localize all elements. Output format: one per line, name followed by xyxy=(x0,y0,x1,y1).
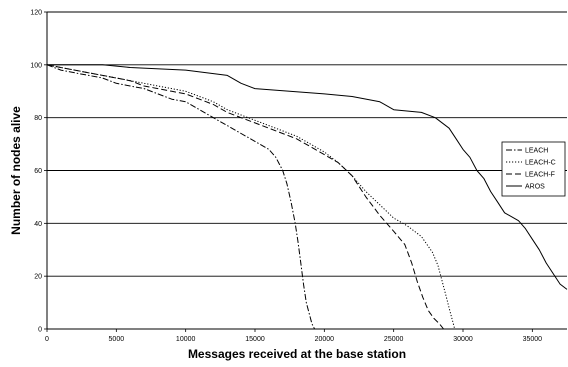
x-tick-label: 15000 xyxy=(245,336,265,343)
x-tick-label: 35000 xyxy=(523,336,543,343)
legend: LEACH LEACH-C LEACH-F AROS xyxy=(501,141,566,197)
y-tick-label: 40 xyxy=(34,221,42,228)
series-line xyxy=(46,64,456,330)
y-tick-label: 80 xyxy=(34,115,42,122)
y-axis-title: Number of nodes alive xyxy=(9,106,23,235)
x-tick-label: 0 xyxy=(45,336,49,343)
y-tick-label: 20 xyxy=(34,274,42,281)
x-tick-label: 10000 xyxy=(176,336,196,343)
x-tick-label: 25000 xyxy=(384,336,404,343)
x-tick-label: 5000 xyxy=(109,336,125,343)
series-line xyxy=(46,64,316,330)
series-aros xyxy=(47,64,568,290)
series-leach-f xyxy=(46,64,444,330)
y-tick-label: 100 xyxy=(30,62,42,69)
series-line xyxy=(47,64,568,290)
legend-label: LEACH xyxy=(525,148,548,155)
x-tick-label: 20000 xyxy=(315,336,335,343)
series-line xyxy=(46,64,444,330)
legend-label: LEACH-F xyxy=(525,172,555,179)
legend-label: AROS xyxy=(525,184,545,191)
series-leach-c xyxy=(46,64,456,330)
legend-box xyxy=(501,141,566,197)
x-tick-label: 30000 xyxy=(453,336,473,343)
y-tick-label: 120 xyxy=(30,10,42,17)
y-tick-label: 0 xyxy=(38,327,42,334)
x-axis-title: Messages received at the base station xyxy=(188,347,406,361)
series-leach xyxy=(46,64,316,330)
legend-label: LEACH-C xyxy=(525,160,556,167)
y-tick-label: 60 xyxy=(34,168,42,175)
